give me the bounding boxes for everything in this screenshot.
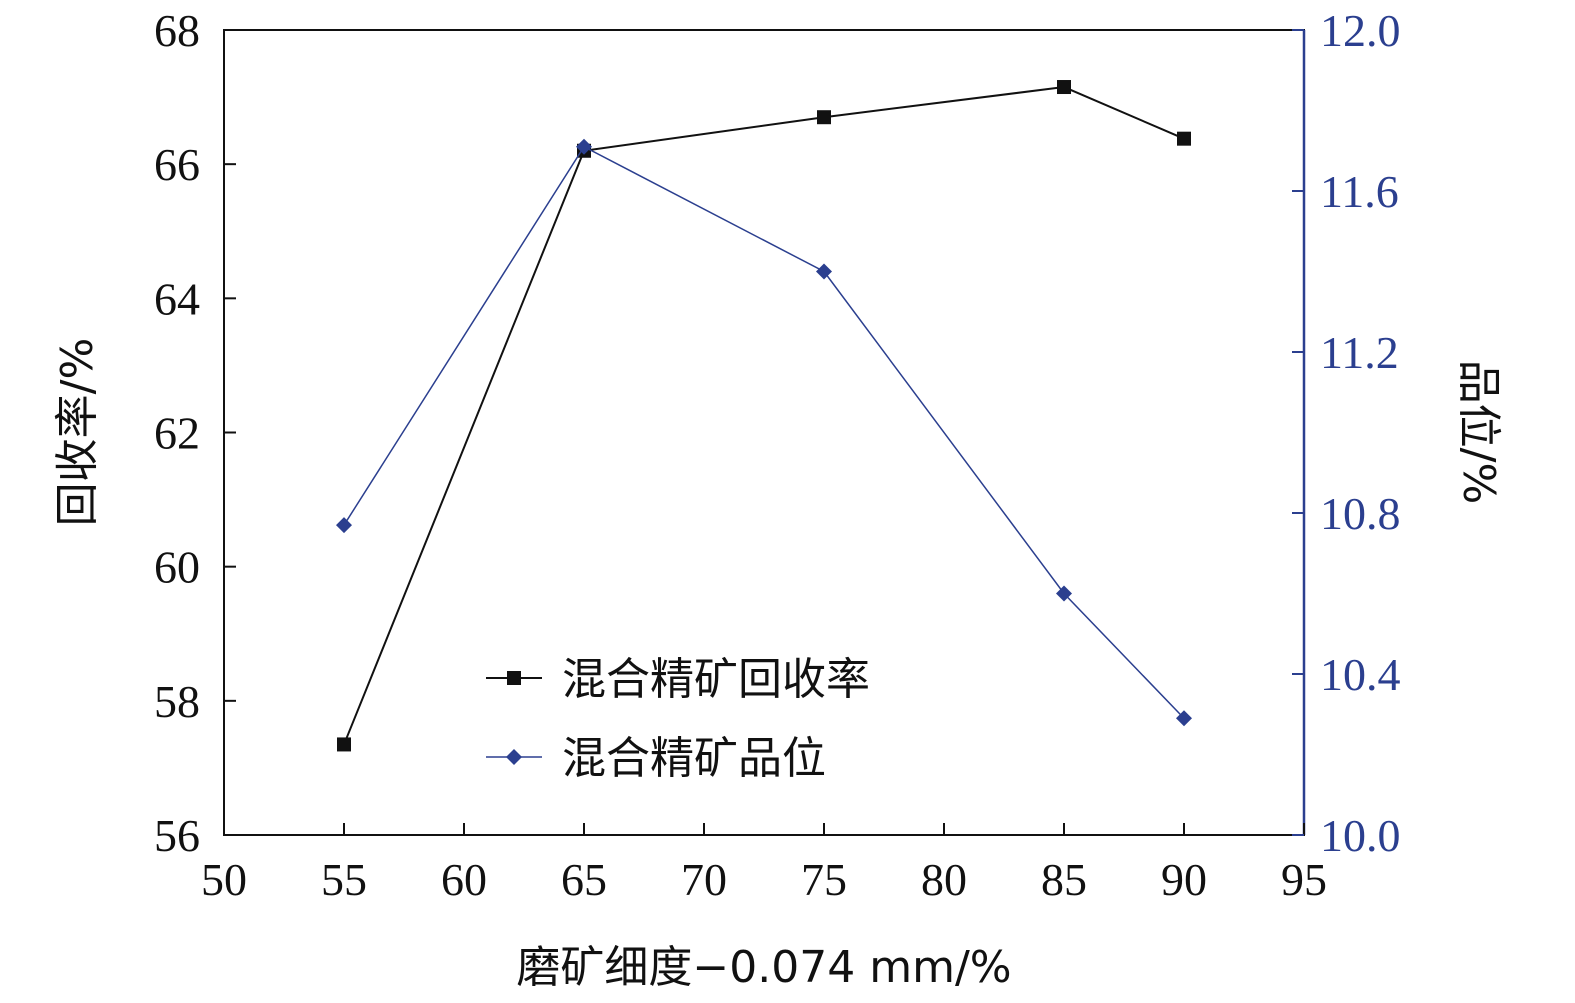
legend-marker-recovery xyxy=(507,671,521,685)
right-y-tick-label: 11.2 xyxy=(1320,327,1399,378)
left-y-axis-title: 回收率/% xyxy=(52,338,103,527)
data-point-grade xyxy=(576,138,592,155)
x-axis-ticks: 50 55 60 65 70 75 80 85 90 95 xyxy=(201,823,1327,905)
left-y-tick-label: 64 xyxy=(154,273,200,324)
left-y-tick-label: 56 xyxy=(154,810,200,861)
left-y-tick-label: 66 xyxy=(154,139,200,190)
right-y-axis-ticks: 10.0 10.4 10.8 11.2 11.6 12.0 xyxy=(1292,5,1401,861)
right-y-tick-label: 10.0 xyxy=(1320,810,1401,861)
left-y-tick-label: 62 xyxy=(154,408,200,459)
x-tick-label: 85 xyxy=(1041,854,1087,905)
legend-label-grade: 混合精矿品位 xyxy=(562,733,826,784)
x-tick-label: 70 xyxy=(681,854,727,905)
x-tick-label: 55 xyxy=(321,854,367,905)
x-tick-label: 65 xyxy=(561,854,607,905)
series-layer xyxy=(336,80,1192,752)
right-y-tick-label: 10.4 xyxy=(1320,649,1401,700)
left-y-axis-ticks: 56 58 60 62 64 66 68 xyxy=(154,5,236,861)
x-tick-label: 90 xyxy=(1161,854,1207,905)
legend-marker-grade xyxy=(506,749,522,765)
left-y-tick-label: 68 xyxy=(154,5,200,56)
series-line-recovery xyxy=(343,85,1185,745)
right-y-axis-title: 品位/% xyxy=(1453,360,1504,505)
right-y-tick-label: 10.8 xyxy=(1320,488,1401,539)
x-tick-label: 60 xyxy=(441,854,487,905)
plot-frame xyxy=(223,29,1305,836)
x-tick-label: 80 xyxy=(921,854,967,905)
x-tick-label: 75 xyxy=(801,854,847,905)
legend-label-recovery: 混合精矿回收率 xyxy=(562,654,870,705)
legend: 混合精矿回收率 混合精矿品位 xyxy=(486,654,870,784)
data-point-recovery xyxy=(817,110,831,125)
x-tick-label: 95 xyxy=(1281,854,1327,905)
left-y-tick-label: 60 xyxy=(154,542,200,593)
left-y-tick-label: 58 xyxy=(154,676,200,727)
x-tick-label: 50 xyxy=(201,854,247,905)
data-point-grade xyxy=(336,517,352,534)
data-point-grade xyxy=(816,263,832,280)
data-point-recovery xyxy=(1177,131,1191,146)
x-axis-title: 磨矿细度−0.074 mm/% xyxy=(516,942,1011,993)
data-point-grade xyxy=(1176,710,1192,727)
right-y-tick-label: 12.0 xyxy=(1320,5,1401,56)
data-point-recovery xyxy=(1057,80,1071,95)
data-point-grade xyxy=(1056,585,1072,602)
right-y-tick-label: 11.6 xyxy=(1320,166,1399,217)
data-point-recovery xyxy=(337,737,351,752)
